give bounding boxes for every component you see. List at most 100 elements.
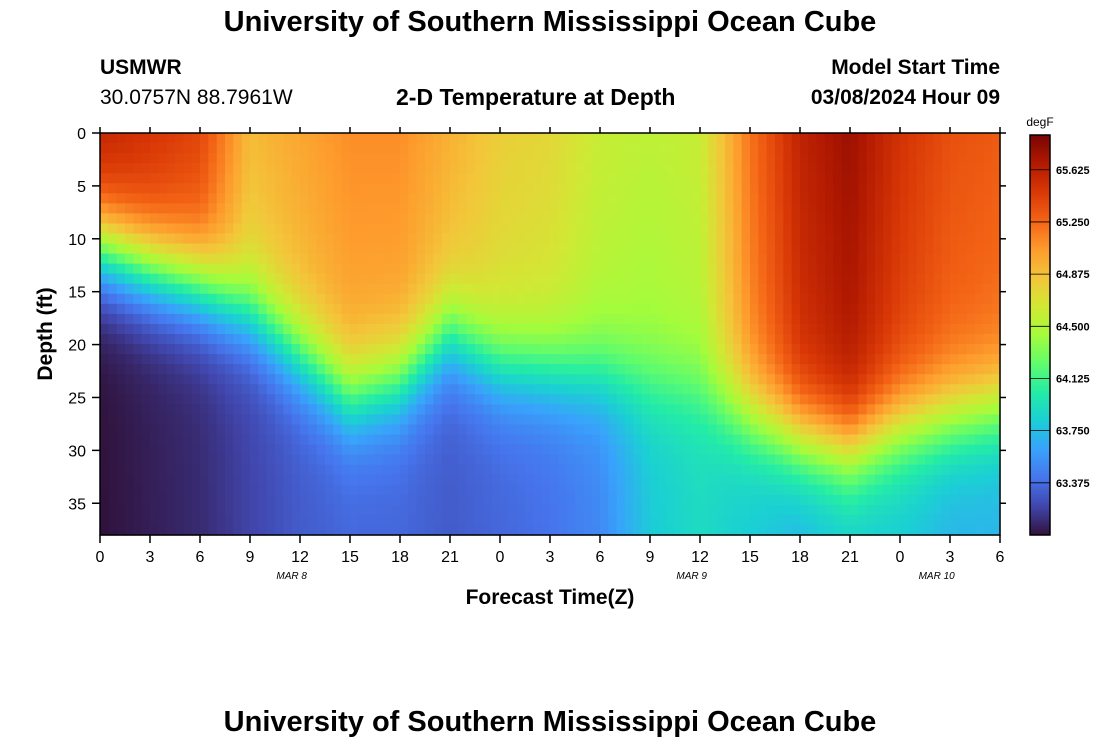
heatmap-cell bbox=[775, 243, 784, 255]
heatmap-cell bbox=[833, 514, 843, 526]
heatmap-cell bbox=[325, 434, 334, 446]
heatmap-cell bbox=[283, 494, 293, 506]
heatmap-cell bbox=[558, 404, 568, 415]
heatmap-cell bbox=[500, 273, 509, 285]
heatmap-cell bbox=[450, 514, 459, 526]
heatmap-cell bbox=[208, 464, 218, 476]
heatmap-cell bbox=[375, 163, 384, 174]
heatmap-cell bbox=[366, 374, 376, 385]
heatmap-cell bbox=[416, 303, 426, 315]
heatmap-cell bbox=[833, 213, 843, 225]
heatmap-cell bbox=[383, 233, 393, 245]
heatmap-cell bbox=[683, 173, 693, 184]
heatmap-cell bbox=[808, 313, 818, 325]
heatmap-cell bbox=[500, 223, 509, 235]
heatmap-cell bbox=[491, 293, 501, 305]
heatmap-cell bbox=[250, 303, 259, 315]
heatmap-cell bbox=[308, 334, 318, 345]
heatmap-cell bbox=[391, 484, 401, 496]
heatmap-cell bbox=[266, 384, 276, 395]
heatmap-cell bbox=[758, 273, 768, 285]
heatmap-cell bbox=[658, 233, 668, 245]
heatmap-cell bbox=[725, 293, 734, 305]
heatmap-cell bbox=[791, 344, 801, 355]
heatmap-cell bbox=[758, 434, 768, 446]
heatmap-cell bbox=[333, 203, 343, 214]
heatmap-cell bbox=[350, 323, 359, 335]
heatmap-cell bbox=[216, 354, 226, 365]
heatmap-cell bbox=[816, 253, 826, 265]
heatmap-cell bbox=[966, 344, 976, 355]
heatmap-cell bbox=[966, 434, 976, 446]
heatmap-cell bbox=[241, 233, 251, 245]
heatmap-cell bbox=[791, 334, 801, 345]
heatmap-cell bbox=[183, 303, 193, 315]
heatmap-cell bbox=[716, 514, 726, 526]
heatmap-cell bbox=[275, 444, 284, 456]
heatmap-cell bbox=[408, 203, 418, 214]
heatmap-cell bbox=[633, 293, 643, 305]
heatmap-cell bbox=[358, 374, 368, 385]
heatmap-cell bbox=[983, 464, 993, 476]
heatmap-cell bbox=[175, 404, 184, 415]
heatmap-cell bbox=[158, 173, 168, 184]
heatmap-cell bbox=[850, 414, 859, 426]
heatmap-cell bbox=[683, 524, 693, 536]
heatmap-cell bbox=[441, 283, 451, 295]
heatmap-cell bbox=[916, 524, 926, 536]
heatmap-cell bbox=[166, 364, 176, 375]
heatmap-cell bbox=[350, 374, 359, 385]
heatmap-cell bbox=[741, 424, 751, 436]
heatmap-cell bbox=[100, 414, 109, 426]
heatmap-cell bbox=[916, 474, 926, 486]
heatmap-cell bbox=[325, 263, 334, 275]
heatmap-cell bbox=[575, 293, 584, 305]
heatmap-cell bbox=[450, 364, 459, 375]
heatmap-cell bbox=[850, 354, 859, 365]
heatmap-cell bbox=[691, 494, 701, 506]
heatmap-cell bbox=[416, 263, 426, 275]
heatmap-cell bbox=[475, 464, 484, 476]
heatmap-cell bbox=[533, 283, 543, 295]
heatmap-cell bbox=[325, 213, 334, 225]
heatmap-cell bbox=[983, 334, 993, 345]
heatmap-cell bbox=[966, 223, 976, 235]
heatmap-cell bbox=[483, 484, 493, 496]
heatmap-cell bbox=[391, 344, 401, 355]
heatmap-cell bbox=[850, 193, 859, 204]
heatmap-cell bbox=[408, 163, 418, 174]
heatmap-cell bbox=[108, 153, 118, 164]
heatmap-cell bbox=[750, 243, 759, 255]
heatmap-cell bbox=[450, 524, 459, 536]
heatmap-cell bbox=[975, 514, 984, 526]
heatmap-cell bbox=[583, 193, 593, 204]
heatmap-cell bbox=[583, 283, 593, 295]
heatmap-cell bbox=[333, 323, 343, 335]
heatmap-cell bbox=[850, 173, 859, 184]
heatmap-cell bbox=[683, 454, 693, 466]
heatmap-cell bbox=[391, 183, 401, 194]
heatmap-cell bbox=[608, 474, 618, 486]
heatmap-cell bbox=[150, 263, 159, 275]
heatmap-cell bbox=[308, 153, 318, 164]
heatmap-cell bbox=[916, 133, 926, 144]
heatmap-cell bbox=[450, 344, 459, 355]
heatmap-cell bbox=[525, 424, 534, 436]
heatmap-cell bbox=[183, 183, 193, 194]
heatmap-cell bbox=[950, 394, 959, 405]
heatmap-cell bbox=[316, 273, 326, 285]
heatmap-cell bbox=[425, 273, 434, 285]
heatmap-cell bbox=[466, 183, 476, 194]
heatmap-cell bbox=[400, 243, 409, 255]
heatmap-cell bbox=[483, 414, 493, 426]
heatmap-cell bbox=[783, 293, 793, 305]
heatmap-cell bbox=[966, 504, 976, 516]
heatmap-cell bbox=[391, 364, 401, 375]
heatmap-cell bbox=[375, 303, 384, 315]
heatmap-cell bbox=[250, 504, 259, 516]
heatmap-cell bbox=[891, 374, 901, 385]
heatmap-cell bbox=[691, 344, 701, 355]
heatmap-cell bbox=[158, 474, 168, 486]
heatmap-cell bbox=[875, 374, 884, 385]
heatmap-cell bbox=[358, 293, 368, 305]
